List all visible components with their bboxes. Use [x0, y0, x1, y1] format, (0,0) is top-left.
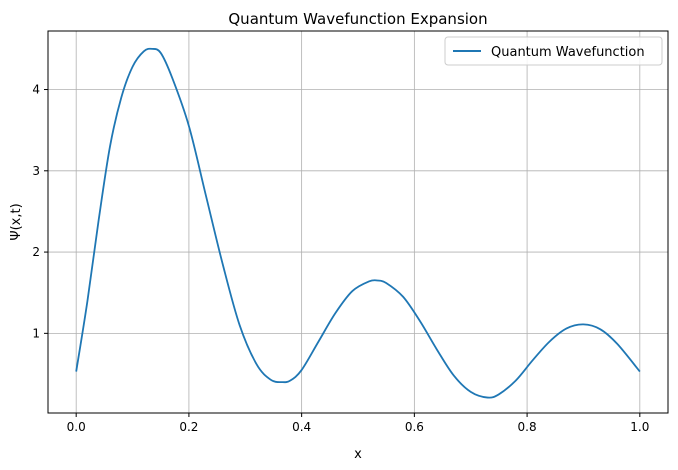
y-axis-ticks: 1 2 3 4	[32, 83, 48, 340]
legend-box	[444, 36, 663, 66]
y-tick-label: 4	[32, 83, 40, 97]
legend: Quantum Wavefunction	[444, 36, 663, 66]
y-tick-label: 2	[32, 245, 40, 259]
x-tick-label: 0.0	[67, 420, 86, 434]
series-layer	[75, 47, 641, 399]
plot-frame	[47, 30, 669, 414]
series-line	[75, 47, 641, 399]
grid	[48, 31, 668, 413]
legend-label: Quantum Wavefunction	[491, 45, 645, 60]
x-axis-ticks: 0.0 0.2 0.4 0.6 0.8 1.0	[67, 413, 649, 434]
y-tick-label: 3	[32, 164, 40, 178]
y-axis-label: Ψ(x,t)	[9, 203, 24, 240]
x-axis-label: x	[354, 447, 362, 462]
x-tick-label: 0.8	[518, 420, 537, 434]
y-tick-label: 1	[32, 326, 40, 340]
x-tick-label: 0.4	[292, 420, 311, 434]
x-tick-label: 0.6	[405, 420, 424, 434]
chart-title: Quantum Wavefunction Expansion	[228, 10, 487, 28]
x-tick-label: 0.2	[179, 420, 198, 434]
x-tick-label: 1.0	[630, 420, 649, 434]
